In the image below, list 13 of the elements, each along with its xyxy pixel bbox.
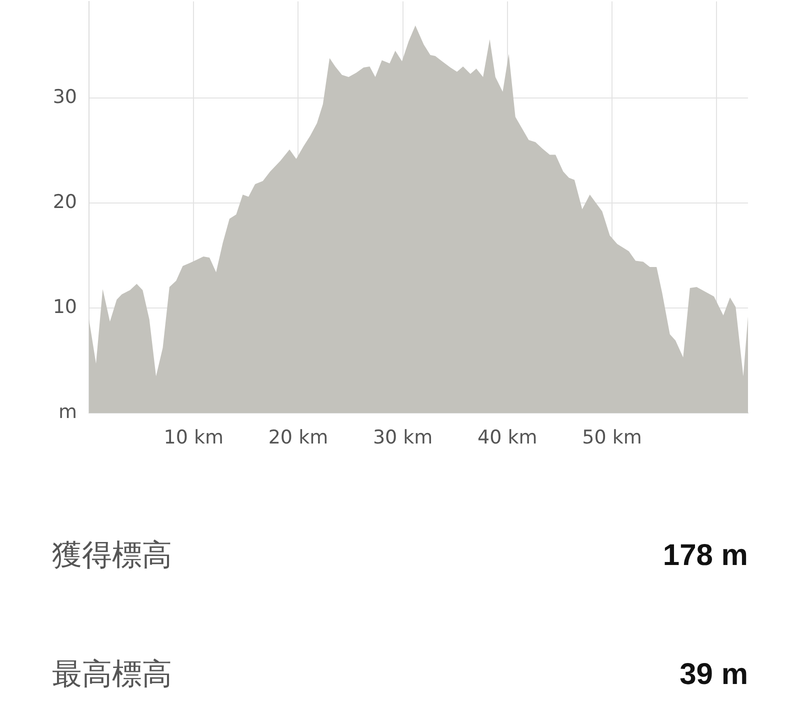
- text: 178 m: [662, 538, 748, 572]
- x-tick-label: 40 km: [478, 426, 538, 448]
- y-tick-label: 10: [52, 296, 77, 318]
- x-tick-label: 30 km: [372, 426, 433, 448]
- y-tick-label: m: [58, 400, 77, 423]
- x-tick-label: 50 km: [582, 426, 642, 448]
- y-tick-label: 20: [52, 190, 77, 213]
- x-tick-label: 10 km: [164, 426, 224, 448]
- x-tick-label: 20 km: [268, 426, 328, 448]
- text: 獲得標高: [52, 537, 173, 575]
- text: 39 m: [678, 658, 748, 692]
- y-tick-label: 30: [52, 86, 77, 108]
- text: 最高標高: [52, 656, 173, 694]
